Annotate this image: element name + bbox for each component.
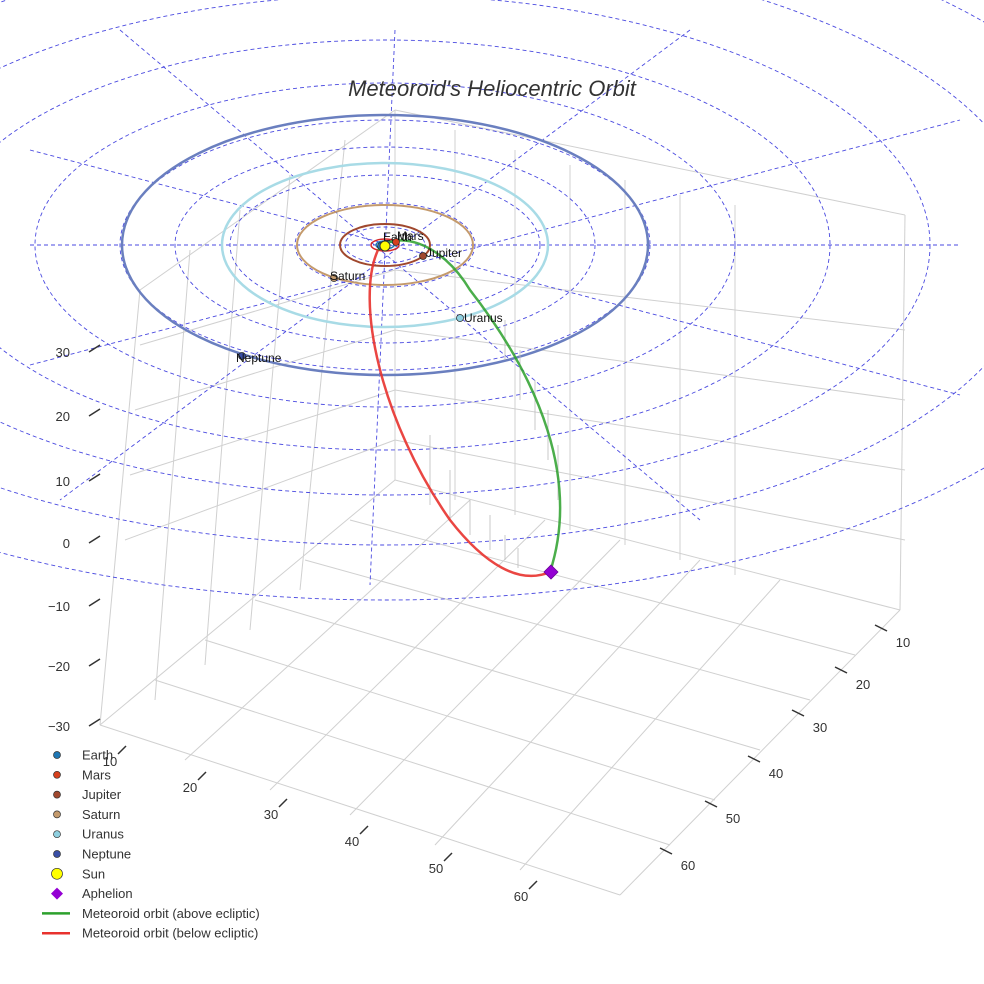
z-tick-label: 0: [63, 536, 70, 551]
y-tick-mark: [834, 666, 848, 674]
planet-uranus: [456, 314, 464, 322]
x-tick-mark: [359, 825, 369, 835]
legend-marker: [51, 867, 63, 880]
x-tick-label: 20: [183, 780, 197, 795]
x-tick-label: 60: [514, 889, 528, 904]
legend-item: Earth: [53, 748, 113, 763]
chart-title: Meteoroid's Heliocentric Orbit: [348, 76, 637, 101]
z-tick-mark: [88, 718, 101, 727]
planet-jupiter: [419, 252, 427, 260]
x-tick-label: 40: [345, 834, 359, 849]
z-tick-mark: [88, 598, 101, 607]
y-tick-mark: [874, 624, 888, 632]
uranus-orbit: [220, 161, 550, 329]
y-tick-label: 20: [856, 677, 870, 692]
z-tick-mark: [88, 473, 101, 482]
x-axis-ticks: 10 20 30 40 50 60: [103, 745, 538, 904]
z-tick-mark: [88, 535, 101, 544]
planet-mars: [392, 238, 400, 246]
y-tick-mark: [704, 800, 718, 808]
legend-item: Jupiter: [53, 787, 122, 802]
y-tick-label: 40: [769, 766, 783, 781]
planet-label-uranus: Uranus: [464, 311, 503, 325]
x-tick-label: 30: [264, 807, 278, 822]
x-tick-mark: [197, 771, 207, 781]
y-axis-ticks: 10 20 30 40 50 60: [659, 624, 910, 873]
legend-item: Mars: [53, 767, 111, 782]
aphelion-marker: [543, 564, 559, 580]
legend-marker: [53, 751, 61, 759]
x-tick-label: 10: [103, 754, 117, 769]
legend-item: Meteoroid orbit (above ecliptic): [42, 906, 260, 921]
x-tick-mark: [278, 798, 288, 808]
legend-item: Aphelion: [51, 886, 133, 901]
legend-item: Neptune: [53, 847, 131, 862]
z-tick-label: −20: [48, 659, 70, 674]
planet-orbits: [120, 113, 650, 377]
legend-label: Jupiter: [82, 787, 122, 802]
drop-lines: [429, 320, 559, 568]
y-tick-mark: [791, 709, 805, 717]
meteoroid-orbit-below-ecliptic: [368, 249, 551, 578]
z-tick-label: 10: [56, 474, 70, 489]
y-tick-mark: [747, 755, 761, 763]
legend-label: Meteoroid orbit (below ecliptic): [82, 926, 258, 941]
saturn-orbit: [296, 204, 474, 286]
jupiter-orbit: [339, 223, 431, 267]
legend-label: Earth: [82, 748, 113, 763]
legend-item: Meteoroid orbit (below ecliptic): [42, 926, 258, 941]
z-tick-label: −30: [48, 719, 70, 734]
y-tick-label: 10: [896, 635, 910, 650]
legend-marker: [53, 770, 61, 779]
meteoroid-orbit-above-ecliptic: [377, 239, 562, 573]
neptune-orbit: [120, 113, 650, 377]
legend-label: Aphelion: [82, 886, 133, 901]
legend-label: Saturn: [82, 807, 120, 822]
legend-marker: [53, 810, 61, 819]
legend-label: Uranus: [82, 827, 124, 842]
legend: Earth Mars Jupiter Saturn Uranus Neptune Sun Ap…: [42, 748, 260, 941]
legend-item: Saturn: [53, 807, 120, 822]
legend-marker: [51, 887, 63, 900]
legend-item: Sun: [51, 866, 105, 881]
planet-neptune: [238, 352, 246, 360]
legend-marker: [53, 830, 61, 839]
z-tick-mark: [88, 344, 101, 353]
z-tick-label: 20: [56, 409, 70, 424]
planet-label-jupiter: Jupiter: [426, 246, 462, 260]
y-tick-label: 60: [681, 858, 695, 873]
legend-label: Mars: [82, 767, 111, 782]
planet-label-saturn: Saturn: [330, 269, 365, 283]
z-tick-label: −10: [48, 599, 70, 614]
z-tick-mark: [88, 408, 101, 417]
y-tick-label: 50: [726, 811, 740, 826]
z-tick-mark: [88, 658, 101, 667]
y-tick-label: 30: [813, 720, 827, 735]
legend-label: Neptune: [82, 847, 131, 862]
x-tick-label: 50: [429, 861, 443, 876]
x-tick-mark: [117, 745, 127, 755]
legend-marker: [53, 850, 61, 858]
y-tick-mark: [659, 847, 673, 855]
planet-saturn: [330, 274, 338, 282]
legend-label: Sun: [82, 866, 105, 881]
x-tick-mark: [443, 852, 453, 862]
sun: [379, 240, 391, 252]
planet-label-earth: Earth: [383, 230, 412, 244]
planet-label-neptune: Neptune: [236, 351, 282, 365]
z-tick-label: 30: [56, 345, 70, 360]
legend-label: Meteoroid orbit (above ecliptic): [82, 906, 260, 921]
planet-label-mars: Mars: [397, 229, 424, 243]
legend-item: Uranus: [53, 827, 124, 842]
x-tick-mark: [528, 880, 538, 890]
z-axis-ticks: 30 20 10 0 −10 −20 −30: [48, 344, 101, 734]
legend-marker: [53, 790, 61, 799]
box-gridlines: [99, 109, 906, 896]
